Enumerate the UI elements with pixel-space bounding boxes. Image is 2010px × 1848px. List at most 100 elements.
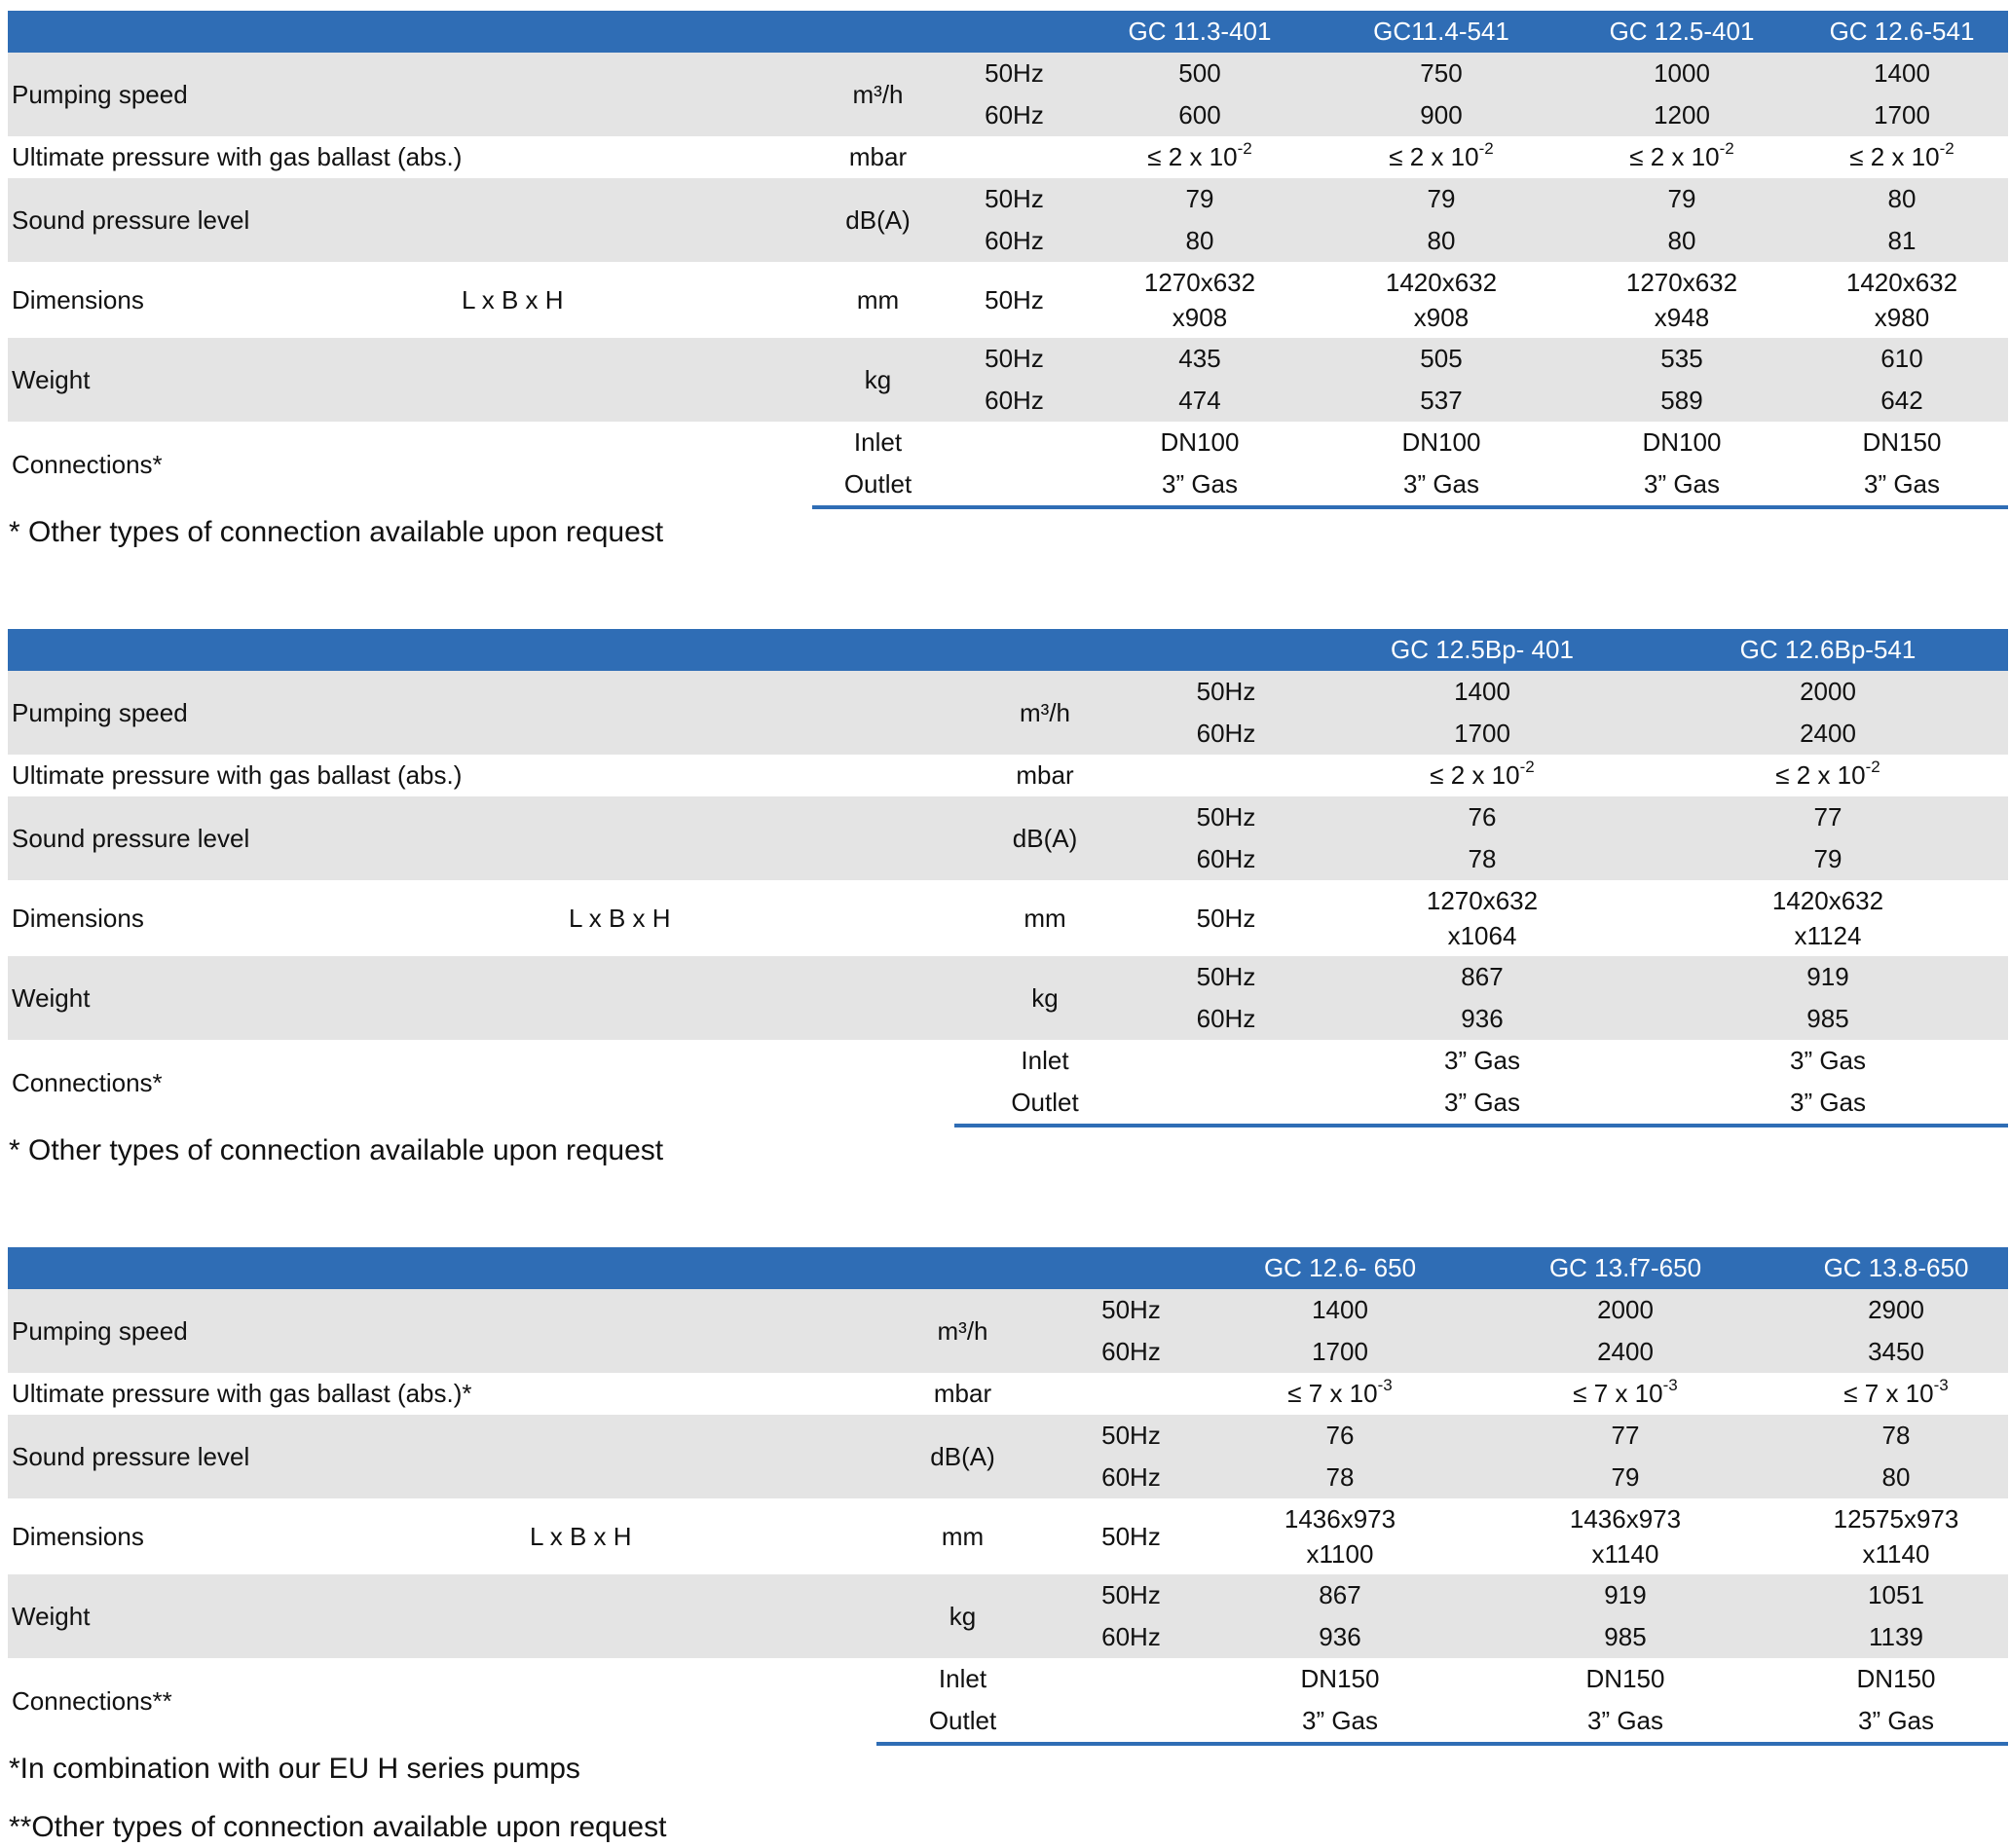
row-label: Weight [8,1574,876,1658]
pumping-speed-row-60hz: 60Hz 1700 2400 [8,713,2008,755]
value-cell: 1700 [1213,1331,1467,1373]
value-cell: 3” Gas [1213,1700,1467,1746]
value-cell: 1139 [1784,1616,2008,1658]
freq-cell: 60Hz [1049,1457,1213,1498]
value-cell: ≤ 2 x 10-2 [1315,136,1568,178]
freq-cell: 50Hz [1135,880,1317,956]
value-cell: 1436x973 x1140 [1467,1498,1784,1574]
value-cell: ≤ 2 x 10-2 [1317,755,1648,796]
value-cell: 1200 [1568,94,1796,136]
footnote: *In combination with our EU H series pum… [9,1753,580,1785]
model-header: GC 11.3-401 [1085,11,1315,53]
value-cell: 610 [1796,338,2008,380]
row-label: Sound pressure level [8,796,954,880]
value-cell: 642 [1796,380,2008,422]
value-cell: 81 [1796,220,2008,262]
row-label: Ultimate pressure with gas ballast (abs.… [8,755,954,796]
inlet-label: Inlet [812,422,944,463]
freq-cell: 50Hz [1049,1289,1213,1331]
value-cell: 2900 [1784,1289,2008,1331]
value-cell: 3” Gas [1648,1040,2008,1082]
value-cell: DN150 [1213,1658,1467,1700]
freq-cell: 60Hz [1049,1616,1213,1658]
value-cell: 3” Gas [1467,1700,1784,1746]
value-cell: 1270x632 x908 [1085,262,1315,338]
freq-cell: 60Hz [944,94,1085,136]
dimensions-row: Dimensions L x B x H mm 50Hz 1436x973 x11… [8,1498,2008,1574]
spec-table: GC 11.3-401 GC11.4-541 GC 12.5-401 GC 12… [8,11,2008,509]
row-label: Dimensions [8,880,540,956]
footnote: **Other types of connection available up… [9,1811,667,1843]
model-header: GC 12.6- 650 [1213,1247,1467,1289]
value-cell: 867 [1213,1574,1467,1616]
inlet-label: Inlet [876,1658,1049,1700]
unit-cell: mm [812,262,944,338]
ultimate-pressure-row: Ultimate pressure with gas ballast (abs.… [8,755,2008,796]
spec-table-block-2: GC 12.5Bp- 401 GC 12.6Bp-541 Pumping spe… [8,629,2008,1170]
value-cell: 1400 [1796,53,2008,94]
value-cell: 76 [1213,1415,1467,1457]
value-cell: 12575x973 x1140 [1784,1498,2008,1574]
outlet-label: Outlet [954,1082,1135,1127]
spec-table: GC 12.5Bp- 401 GC 12.6Bp-541 Pumping spe… [8,629,2008,1127]
row-label: Pumping speed [8,1289,876,1373]
connections-row: Connections* Inlet DN100 DN100 DN100 DN1… [8,422,2008,507]
value-cell: 750 [1315,53,1568,94]
unit-cell: dB(A) [812,178,944,262]
dimensions-row: Dimensions L x B x H mm 50Hz 1270x632 x90… [8,262,2008,338]
value-cell: 78 [1784,1415,2008,1457]
value-cell: 867 [1317,956,1648,998]
freq-cell: 50Hz [944,178,1085,220]
dimensions-row: Dimensions L x B x H mm 50Hz 1270x632 x10… [8,880,2008,956]
model-header: GC 12.6Bp-541 [1648,629,2008,671]
sound-pressure-row-60hz: 60Hz 78 79 [8,838,2008,880]
value-cell: 3” Gas [1085,463,1315,509]
value-cell: 535 [1568,338,1796,380]
value-cell: 76 [1317,796,1648,838]
connections-row: Connections** Inlet DN150 DN150 DN150 [8,1658,2008,1744]
model-header: GC11.4-541 [1315,11,1568,53]
dimensions-sublabel: L x B x H [540,880,954,956]
freq-cell: 50Hz [1049,1415,1213,1457]
row-label: Pumping speed [8,53,812,136]
value-cell: 79 [1467,1457,1784,1498]
unit-cell: mbar [812,136,944,178]
unit-cell: dB(A) [876,1415,1049,1498]
value-cell: 900 [1315,94,1568,136]
value-cell: 2000 [1648,671,2008,713]
value-cell: 1700 [1317,713,1648,755]
value-cell: 2400 [1467,1331,1784,1373]
value-cell: 2000 [1467,1289,1784,1331]
row-label: Ultimate pressure with gas ballast (abs.… [8,136,812,178]
value-cell: 919 [1648,956,2008,998]
model-header: GC 12.6-541 [1796,11,2008,53]
value-cell: 3” Gas [1568,463,1796,509]
unit-cell: mm [954,880,1135,956]
freq-cell: 60Hz [1135,713,1317,755]
pumping-speed-row: Pumping speed m³/h 50Hz 1400 2000 [8,671,2008,755]
value-cell: 3” Gas [1648,1082,2008,1127]
value-cell: DN100 [1085,422,1315,463]
value-cell: 3450 [1784,1331,2008,1373]
value-cell: 3” Gas [1317,1082,1648,1127]
spec-table-block-1: GC 11.3-401 GC11.4-541 GC 12.5-401 GC 12… [8,11,2008,552]
value-cell: 1270x632 x948 [1568,262,1796,338]
footnote: * Other types of connection available up… [9,1134,664,1166]
value-cell: 79 [1648,838,2008,880]
pumping-speed-row-60hz: 60Hz 600 900 1200 1700 [8,94,2008,136]
row-label: Connections** [8,1658,876,1744]
freq-cell: 50Hz [1049,1498,1213,1574]
value-cell: ≤ 2 x 10-2 [1648,755,2008,796]
value-cell: 589 [1568,380,1796,422]
value-cell: 1420x632 x980 [1796,262,2008,338]
value-cell: DN150 [1784,1658,2008,1700]
value-cell: ≤ 7 x 10-3 [1467,1373,1784,1415]
value-cell: ≤ 2 x 10-2 [1568,136,1796,178]
spec-table-block-3: GC 12.6- 650 GC 13.f7-650 GC 13.8-650 Pu… [8,1247,2008,1847]
value-cell: 80 [1784,1457,2008,1498]
value-cell: 936 [1317,998,1648,1040]
pumping-speed-row: Pumping speed m³/h 50Hz 500 750 1000 140… [8,53,2008,136]
value-cell: 80 [1796,178,2008,220]
unit-cell: dB(A) [954,796,1135,880]
spec-table: GC 12.6- 650 GC 13.f7-650 GC 13.8-650 Pu… [8,1247,2008,1746]
